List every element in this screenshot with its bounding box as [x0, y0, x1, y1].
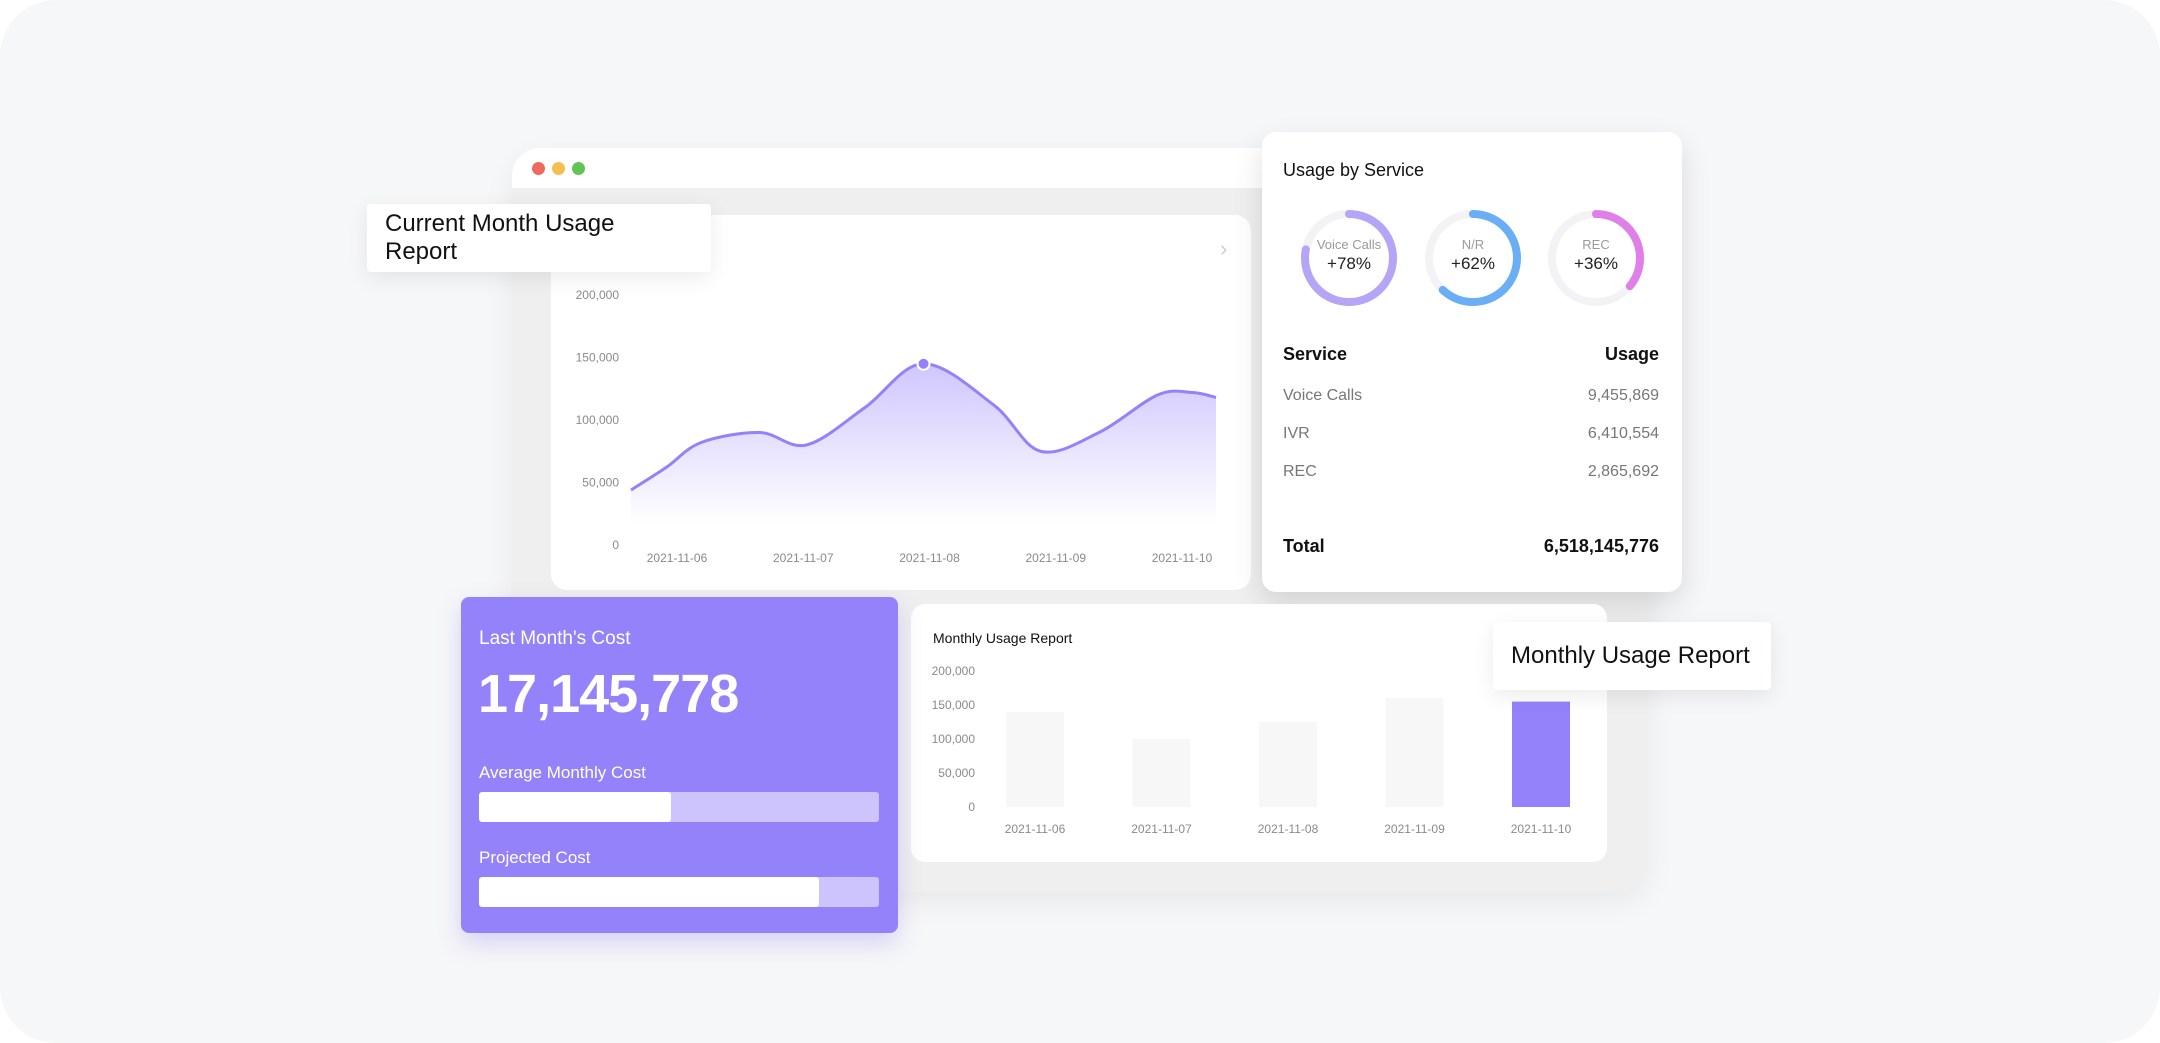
usage-column-header: Usage: [1604, 344, 1659, 364]
x-tick-label: 2021-11-06: [647, 551, 708, 565]
y-tick-label: 0: [612, 538, 619, 552]
y-tick-label: 100,000: [932, 732, 976, 746]
current-month-usage-title: Current Month Usage Report: [385, 210, 615, 265]
bar[interactable]: [1132, 739, 1191, 807]
donut-label: REC: [1582, 237, 1610, 252]
donut-ring: [1301, 210, 1397, 306]
bar[interactable]: [1512, 701, 1570, 807]
donut-ring: [1548, 210, 1644, 306]
donut-label: Voice Calls: [1316, 237, 1382, 252]
usage-by-service-title: Usage by Service: [1283, 160, 1425, 180]
last-month-cost-title: Last Month's Cost: [479, 628, 631, 649]
monthly-usage-label-title: Monthly Usage Report: [1511, 642, 1750, 669]
data-point-highlight[interactable]: [916, 356, 931, 371]
donut-value: +36%: [1574, 254, 1618, 273]
service-row-name: REC: [1283, 463, 1317, 480]
y-tick-label: 150,000: [576, 351, 620, 365]
total-label: Total: [1283, 536, 1325, 556]
donut-arc: [1425, 210, 1521, 306]
projected-cost-label: Projected Cost: [479, 848, 591, 867]
donut-voice-calls: Voice Calls +78%: [1299, 208, 1399, 308]
close-window-dot[interactable]: [532, 162, 545, 175]
x-tick-label: 2021-11-07: [1131, 822, 1192, 836]
donut-value: +78%: [1327, 254, 1371, 273]
last-month-cost-card: Last Month's Cost 17,145,778 Average Mon…: [461, 597, 898, 933]
donut-arc: [1548, 210, 1644, 306]
x-tick-label: 2021-11-08: [899, 551, 960, 565]
y-tick-label: 100,000: [576, 413, 620, 427]
donut-rec: REC +36%: [1546, 208, 1646, 308]
service-row-usage: 6,410,554: [1587, 425, 1659, 442]
service-row-name: Voice Calls: [1283, 387, 1363, 404]
y-tick-label: 50,000: [582, 476, 619, 490]
x-tick-label: 2021-11-10: [1511, 822, 1572, 836]
donut-nr: N/R +62%: [1423, 208, 1523, 308]
current-month-usage-label: Current Month Usage Report: [367, 204, 711, 272]
donut-label: N/R: [1461, 237, 1485, 252]
projected-cost-bar: [479, 877, 879, 907]
service-row-usage: 9,455,869: [1587, 387, 1659, 404]
bar[interactable]: [1385, 698, 1444, 807]
donut-ring: [1425, 210, 1521, 306]
y-tick-label: 0: [968, 800, 975, 814]
y-tick-label: 150,000: [932, 698, 976, 712]
service-row-name: IVR: [1283, 425, 1310, 442]
minimize-window-dot[interactable]: [552, 162, 565, 175]
bar[interactable]: [1259, 722, 1317, 807]
donut-value: +62%: [1451, 254, 1495, 273]
y-tick-label: 200,000: [576, 288, 620, 302]
projected-cost-fill: [479, 877, 819, 907]
donut-arc: [1301, 210, 1397, 306]
x-tick-label: 2021-11-09: [1384, 822, 1445, 836]
bar[interactable]: [1006, 711, 1064, 807]
average-monthly-cost-bar: [479, 792, 879, 822]
usage-by-service-card: Usage by Service Voice Calls +78% N/R +6…: [1262, 132, 1682, 592]
service-column-header: Service: [1283, 344, 1348, 364]
average-monthly-cost-label: Average Monthly Cost: [479, 763, 646, 782]
average-monthly-cost-fill: [479, 792, 671, 822]
x-tick-label: 2021-11-07: [773, 551, 834, 565]
x-tick-label: 2021-11-06: [1005, 822, 1066, 836]
y-tick-label: 50,000: [938, 766, 975, 780]
monthly-usage-chart-title: Monthly Usage Report: [933, 630, 1073, 646]
chevron-right-icon[interactable]: ›: [1220, 236, 1228, 261]
y-tick-label: 200,000: [932, 664, 976, 678]
service-row-usage: 2,865,692: [1587, 463, 1659, 480]
maximize-window-dot[interactable]: [572, 162, 585, 175]
x-tick-label: 2021-11-10: [1152, 551, 1213, 565]
x-tick-label: 2021-11-09: [1026, 551, 1087, 565]
total-value: 6,518,145,776: [1543, 536, 1659, 556]
monthly-usage-bar-chart: 0 50,000 100,000 150,000 200,000 2021-11-06 20…: [932, 664, 1572, 836]
current-month-usage-chart: 0 50,000 100,000 150,000 200,000 2021-11-06 20…: [576, 288, 1217, 565]
area-fill: [631, 363, 1216, 525]
monthly-usage-label: Monthly Usage Report: [1493, 622, 1771, 690]
last-month-cost-value: 17,145,778: [478, 664, 739, 724]
x-tick-label: 2021-11-08: [1258, 822, 1319, 836]
